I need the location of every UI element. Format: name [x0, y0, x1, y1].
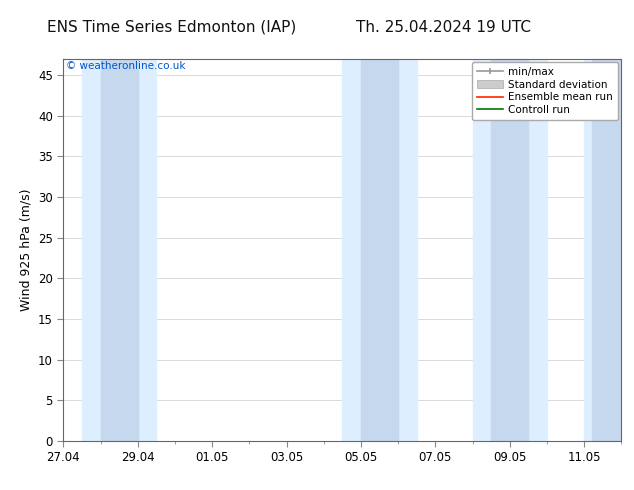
Text: © weatheronline.co.uk: © weatheronline.co.uk [66, 61, 186, 71]
Text: ENS Time Series Edmonton (IAP): ENS Time Series Edmonton (IAP) [46, 20, 296, 35]
Bar [342, 59, 417, 441]
Bar [584, 59, 621, 441]
Bar [82, 59, 157, 441]
Bar [592, 59, 621, 441]
Bar [361, 59, 398, 441]
Y-axis label: Wind 925 hPa (m/s): Wind 925 hPa (m/s) [20, 189, 32, 311]
Legend: min/max, Standard deviation, Ensemble mean run, Controll run: min/max, Standard deviation, Ensemble me… [472, 62, 618, 120]
Bar [101, 59, 138, 441]
Text: Th. 25.04.2024 19 UTC: Th. 25.04.2024 19 UTC [356, 20, 531, 35]
Bar [491, 59, 528, 441]
Bar [472, 59, 547, 441]
